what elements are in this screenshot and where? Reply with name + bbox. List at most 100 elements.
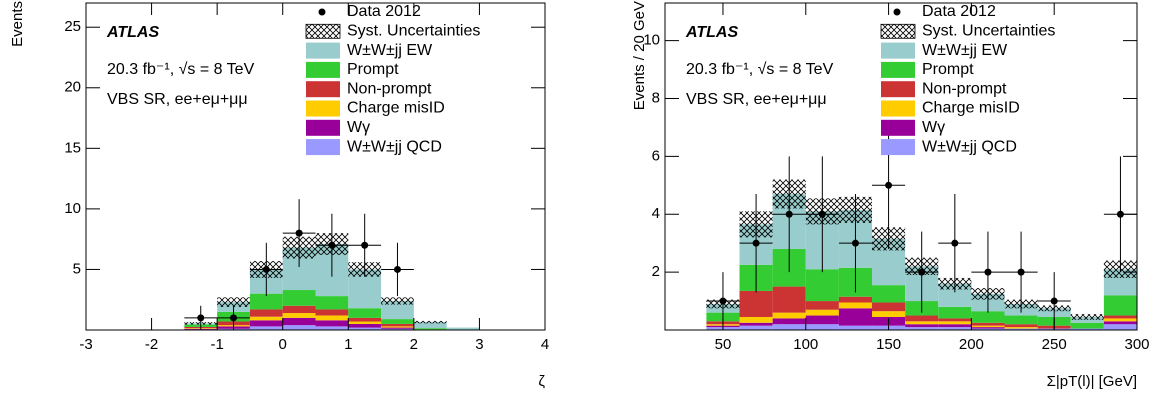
- legend-swatch: [880, 23, 916, 39]
- stack-segment: [446, 327, 480, 330]
- stack-segment: [739, 322, 773, 326]
- stack-segment: [1103, 295, 1137, 316]
- data-point: [984, 268, 992, 276]
- stack-segment: [739, 316, 773, 323]
- legend-label: Wγ: [347, 119, 370, 136]
- stack-segment: [772, 286, 806, 313]
- x-tick-label: 200: [959, 336, 984, 353]
- stack-segment: [872, 302, 906, 312]
- legend-label: Syst. Uncertainties: [922, 23, 1055, 40]
- stack-segment: [315, 309, 349, 316]
- x-tick-label: -2: [145, 336, 158, 353]
- stack-segment: [772, 312, 806, 319]
- panel: -3 -2 -1 0 1 2 3 4 5 10 15 20 25 Events ζ ATLAS 20.3 fb⁻…: [9, 1, 549, 390]
- stack-segment: [838, 308, 873, 326]
- legend-label: Charge misID: [347, 100, 445, 117]
- data-point: [262, 265, 270, 273]
- stack-segment: [971, 328, 1005, 330]
- stack-segment: [381, 323, 414, 327]
- data-point: [719, 297, 727, 305]
- stack-segment: [905, 321, 939, 325]
- stack-segment: [381, 326, 414, 328]
- y-tick-label: 6: [652, 147, 660, 164]
- y-tick-label: 8: [652, 89, 660, 106]
- data-point: [752, 239, 760, 247]
- legend-label: Non-prompt: [347, 80, 432, 97]
- legend-label: Prompt: [347, 61, 399, 78]
- data-point: [230, 314, 238, 322]
- stack-segment: [971, 327, 1005, 329]
- legend-swatch: [306, 119, 340, 136]
- y-tick-label: 4: [652, 205, 660, 222]
- stack-segment: [872, 311, 906, 317]
- syst-band: [381, 297, 414, 305]
- frame: [85, 2, 546, 331]
- legend-swatch: [881, 61, 915, 78]
- legend-label: W±W±jj QCD: [347, 138, 442, 155]
- stack-segment: [838, 325, 873, 330]
- stack-segment: [315, 320, 349, 327]
- y-tick-label: 10: [643, 32, 660, 49]
- stack-segment: [838, 296, 873, 303]
- data-point: [328, 241, 336, 249]
- stack-segment: [249, 320, 283, 327]
- data-point: [295, 229, 303, 237]
- stack-segment: [772, 324, 806, 330]
- x-tick-label: 4: [541, 336, 549, 353]
- stack-segment: [249, 316, 283, 321]
- annotation: ATLAS: [685, 24, 738, 41]
- stack-segment: [971, 311, 1005, 323]
- stack-segment: [413, 328, 447, 330]
- legend-label: Wγ: [922, 119, 945, 136]
- annotation: 20.3 fb⁻¹, √s = 8 TeV: [686, 61, 834, 78]
- data-point: [951, 239, 959, 247]
- legend-swatch: [306, 139, 340, 156]
- data-point: [851, 239, 859, 247]
- x-tick-label: 2: [410, 336, 418, 353]
- x-tick-label: 50: [715, 336, 732, 353]
- plot-area: [706, 121, 1137, 330]
- legend-label: W±W±jj QCD: [922, 138, 1017, 155]
- legend-swatch: [306, 42, 340, 59]
- stack-segment: [938, 327, 972, 330]
- stack-segment: [249, 326, 283, 330]
- data-point: [918, 268, 926, 276]
- stack-segment: [249, 293, 283, 310]
- stack-segment: [282, 305, 316, 314]
- legend-label: Non-prompt: [922, 80, 1007, 97]
- stack-segment: [282, 317, 316, 326]
- data-point: [1050, 297, 1058, 305]
- x-tick-label: 100: [793, 336, 818, 353]
- x-tick-label: -3: [79, 336, 92, 353]
- stack-segment: [905, 315, 939, 322]
- legend-label: Data 2012: [922, 3, 996, 20]
- stack-segment: [805, 309, 839, 316]
- stack-segment: [315, 326, 349, 330]
- stack-segment: [381, 319, 414, 324]
- data-point: [197, 314, 205, 322]
- stack-segment: [838, 302, 873, 309]
- x-tick-label: 3: [475, 336, 483, 353]
- stack-segment: [872, 285, 906, 303]
- x-tick-label: 300: [1124, 336, 1149, 353]
- data-point: [361, 241, 369, 249]
- y-axis-label: Events / 20 GeV: [631, 1, 648, 110]
- x-tick-label: 1: [344, 336, 352, 353]
- stack-segment: [1004, 324, 1038, 328]
- x-axis-label: Σ|pT(l)| [GeV]: [1047, 373, 1137, 390]
- stack-segment: [805, 324, 839, 330]
- legend-label: W±W±jj EW: [347, 42, 433, 59]
- data-point: [818, 210, 826, 218]
- x-tick-label: 0: [279, 336, 287, 353]
- stack-segment: [282, 290, 316, 306]
- stack-segment: [971, 325, 1005, 328]
- stack-segment: [282, 313, 316, 318]
- stack-segment: [938, 283, 972, 307]
- legend-swatch: [306, 100, 340, 117]
- stack-segment: [1103, 318, 1137, 322]
- stack-segment: [938, 324, 972, 328]
- stack-segment: [938, 321, 972, 325]
- legend-swatch: [881, 42, 915, 59]
- stack-segment: [1004, 327, 1038, 329]
- legend-label: Prompt: [922, 61, 974, 78]
